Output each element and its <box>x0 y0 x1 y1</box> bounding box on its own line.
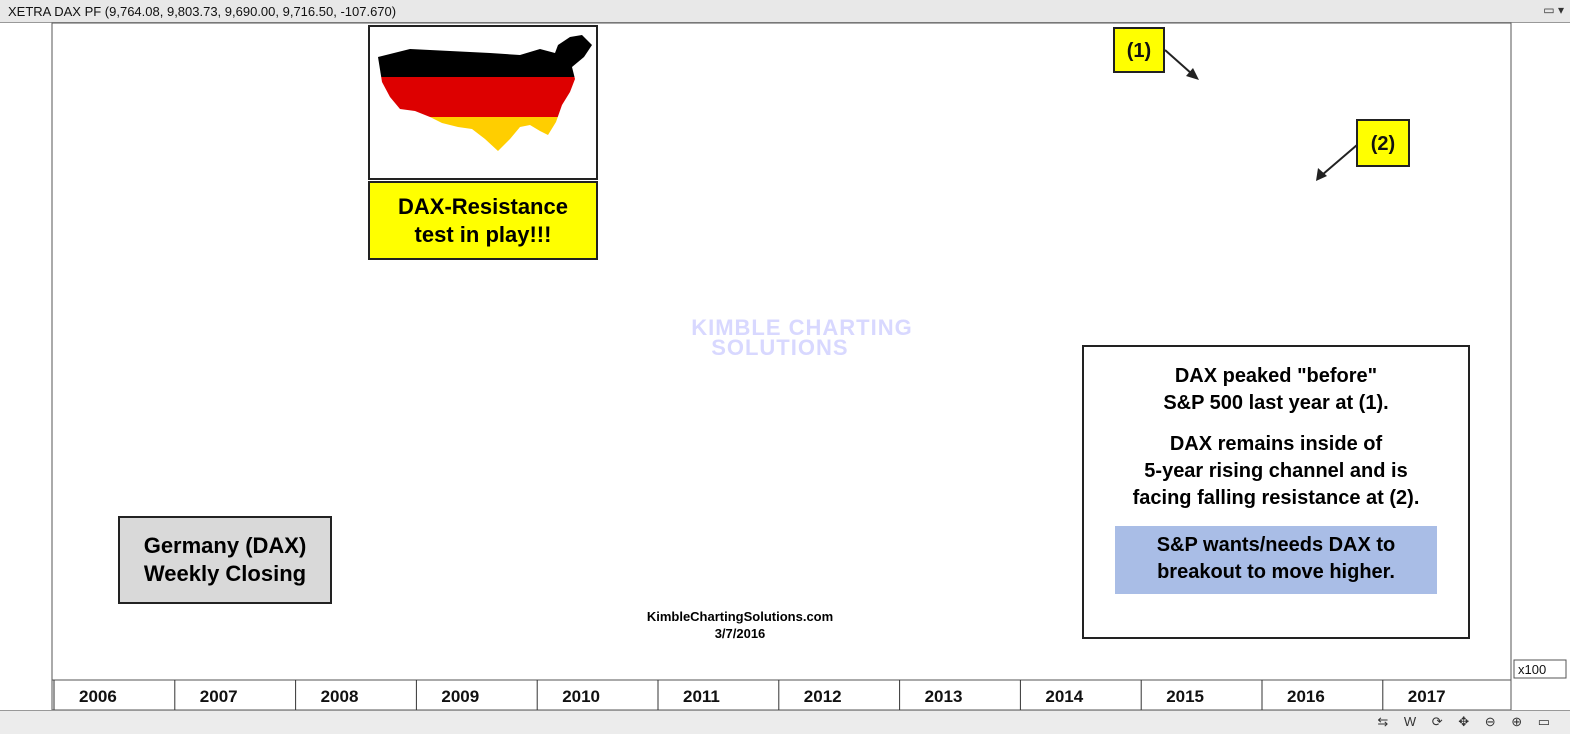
x-tick-label: 2009 <box>441 687 479 706</box>
info-box: DAX peaked "before" S&P 500 last year at… <box>1082 345 1470 639</box>
x-tick-label: 2016 <box>1287 687 1325 706</box>
resistance-note: DAX-Resistance test in play!!! <box>368 181 598 260</box>
callout-2-arrowhead <box>1316 168 1327 181</box>
info-highlight-line1: S&P wants/needs DAX to <box>1156 534 1396 556</box>
callout-1-text: (1) <box>1127 40 1151 62</box>
callout-2-box <box>1356 119 1410 167</box>
x-tick-label: 2014 <box>1045 687 1083 706</box>
callout-1-box <box>1113 27 1165 73</box>
info-highlight-line2: breakout to move higher. <box>1157 561 1395 583</box>
credit-site: KimbleChartingSolutions.com <box>646 609 834 624</box>
info-line4: 5-year rising channel and is <box>1144 460 1408 482</box>
watermark-line2: SOLUTIONS <box>711 335 848 360</box>
toolbar-icons[interactable]: ⇆ W ⟳ ✥ ⊖ ⊕ ▭ <box>1377 714 1556 729</box>
germany-flag-map-icon <box>378 35 592 151</box>
credit-block: KimbleChartingSolutions.com 3/7/2016 <box>610 608 870 642</box>
x-tick-label: 2008 <box>321 687 359 706</box>
germany-label-line2: Weekly Closing <box>143 561 307 586</box>
x-tick-label: 2012 <box>804 687 842 706</box>
watermark-line1: KIMBLE CHARTING <box>691 315 913 340</box>
x-tick-label: 2010 <box>562 687 600 706</box>
info-line3: DAX remains inside of <box>1169 433 1383 455</box>
info-line1: DAX peaked "before" <box>1174 365 1378 387</box>
resistance-note-line1: DAX-Resistance <box>398 194 568 219</box>
resistance-note-line2: test in play!!! <box>414 222 552 247</box>
x-tick-label: 2013 <box>925 687 963 706</box>
x-tick-label: 2006 <box>79 687 117 706</box>
x-tick-label: 2011 <box>683 687 720 706</box>
info-highlight: S&P wants/needs DAX to breakout to move … <box>1115 526 1437 594</box>
germany-label-line1: Germany (DAX) <box>143 533 307 558</box>
scale-note-box <box>1513 659 1567 679</box>
callout-1-arrow <box>1164 49 1193 75</box>
info-line2: S&P 500 last year at (1). <box>1163 392 1389 414</box>
callout-1-arrowhead <box>1186 68 1199 80</box>
chart-title-bar: XETRA DAX PF (9,764.08, 9,803.73, 9,690.… <box>0 0 1570 23</box>
info-line5: facing falling resistance at (2). <box>1132 487 1420 509</box>
x-tick-label: 2015 <box>1166 687 1204 706</box>
credit-date: 3/7/2016 <box>714 626 766 641</box>
germany-label-box: Germany (DAX) Weekly Closing <box>118 516 332 604</box>
scale-note: x100 <box>1518 662 1546 677</box>
callout-2-text: (2) <box>1371 133 1395 155</box>
callout-2-arrow <box>1321 144 1358 176</box>
x-tick-label: 2007 <box>200 687 238 706</box>
window-controls-icon[interactable]: ▭ ▾ <box>1543 3 1564 17</box>
flag-map-box <box>368 25 598 180</box>
chart-title: XETRA DAX PF (9,764.08, 9,803.73, 9,690.… <box>8 4 397 19</box>
chart-toolbar: ⇆ W ⟳ ✥ ⊖ ⊕ ▭ <box>0 710 1570 734</box>
x-tick-label: 2017 <box>1408 687 1446 706</box>
